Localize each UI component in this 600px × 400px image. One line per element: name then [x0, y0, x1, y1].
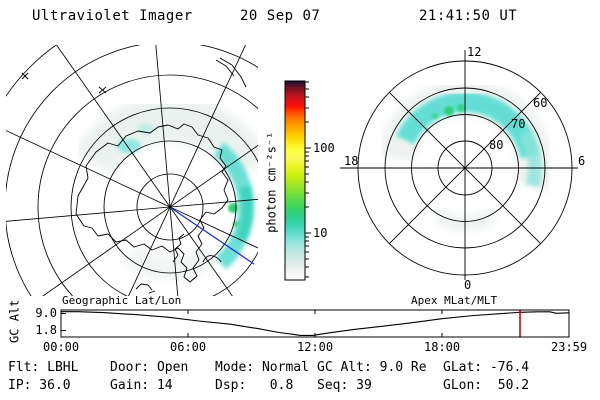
mlat-ring-label-60: 60: [533, 96, 548, 110]
status-door: Door: Open: [110, 360, 189, 375]
colorbar: [284, 80, 311, 281]
xtick-0000: 00:00: [43, 340, 80, 354]
mlat-ring-label-70: 70: [511, 117, 526, 131]
header-title: Ultraviolet Imager: [32, 8, 193, 24]
status-seq: Seq: 39: [317, 378, 372, 393]
geo-latlon-caption: Geographic Lat/Lon: [62, 294, 182, 307]
mlt-polar-plot: [340, 50, 578, 280]
status-glon: GLon: 50.2: [443, 378, 530, 393]
geographic-polar-plot: [6, 45, 258, 296]
mlat-mlt-grid: [340, 50, 578, 280]
status-gcalt: GC Alt: 9.0 Re: [317, 360, 427, 375]
aurora-green-maximum-mlt: [432, 104, 465, 119]
coastline: [75, 57, 247, 294]
colorbar-axis-label: photon cm⁻²s⁻¹: [264, 131, 279, 233]
xtick-1800: 18:00: [424, 340, 461, 354]
apex-mlat-caption: Apex MLat/MLT: [411, 294, 498, 307]
status-dsp: Dsp: 0.8: [215, 378, 294, 393]
status-flt: Flt: LBHL: [8, 360, 79, 375]
altitude-panel: [60, 309, 570, 338]
mlt-label-12: 12: [467, 45, 482, 59]
status-ip: IP: 36.0: [8, 378, 71, 393]
ytick-9-0: 9.0: [35, 306, 57, 320]
status-gain: Gain: 14: [110, 378, 173, 393]
xtick-1200: 12:00: [297, 340, 334, 354]
mlt-label-6: 6: [578, 154, 586, 168]
status-mode: Mode: Normal: [215, 360, 309, 375]
gc-alt-ylabel: GC Alt: [7, 299, 22, 343]
status-glat: GLat: -76.4: [443, 360, 530, 375]
colorbar-tick-100: 100: [313, 141, 335, 155]
gc-alt-curve: [61, 311, 570, 336]
terminator-track-line: [170, 207, 255, 265]
grid-cross-markers: [21, 72, 107, 94]
colorbar-ticks: [305, 81, 311, 278]
colorbar-tick-10: 10: [313, 226, 328, 240]
mlt-label-18: 18: [344, 154, 359, 168]
xtick-0600: 06:00: [170, 340, 207, 354]
header-date: 20 Sep 07: [240, 8, 321, 24]
xtick-2359: 23:59: [551, 340, 588, 354]
aurora-bright-arc: [117, 124, 255, 270]
colorbar-gradient: [284, 80, 306, 281]
header-time: 21:41:50 UT: [419, 8, 518, 24]
aurora-diffuse-glow: [73, 96, 258, 281]
geographic-grid: [6, 45, 258, 296]
ytick-1-8: 1.8: [35, 323, 57, 337]
mlt-label-0: 0: [464, 278, 472, 292]
mlat-ring-label-80: 80: [489, 138, 504, 152]
